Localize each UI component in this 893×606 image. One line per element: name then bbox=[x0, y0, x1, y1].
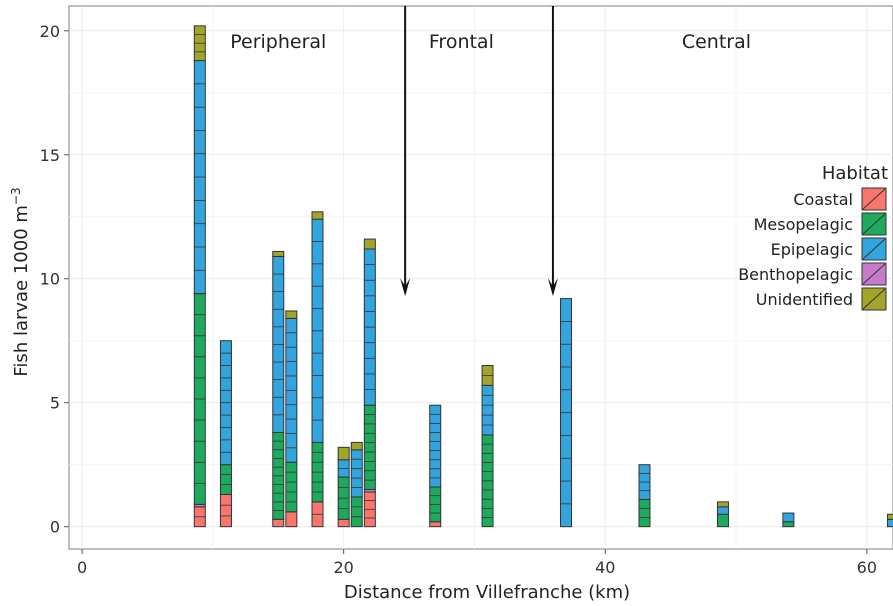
legend-key-slash bbox=[862, 238, 886, 260]
y-tick-label: 10 bbox=[40, 270, 60, 289]
station-bar bbox=[429, 404, 442, 528]
x-axis-title: Distance from Villefranche (km) bbox=[344, 582, 630, 603]
legend-label: Unidentified bbox=[756, 290, 853, 309]
legend-label: Mesopelagic bbox=[754, 215, 853, 234]
station-bar bbox=[481, 365, 494, 528]
bar-segment-unidentified bbox=[716, 501, 729, 508]
y-tick-label: 5 bbox=[50, 394, 60, 413]
plot-panel bbox=[68, 5, 893, 550]
legend-key-slash bbox=[862, 288, 886, 310]
bar-segment-unidentified bbox=[337, 446, 350, 461]
zone-labels: Peripheral Frontal Central bbox=[230, 31, 751, 53]
station-bar bbox=[638, 464, 651, 528]
legend-key-slash bbox=[862, 213, 886, 235]
legend-key-slash bbox=[862, 263, 886, 285]
x-axis-ticks: 0 20 40 60 bbox=[77, 549, 877, 577]
legend-label: Coastal bbox=[793, 190, 853, 209]
y-axis-ticks: 0 5 10 15 20 bbox=[40, 22, 69, 537]
bar-segment-epipelagic bbox=[481, 384, 494, 436]
bar-segment-coastal bbox=[429, 521, 442, 528]
grid-lines bbox=[69, 6, 893, 549]
legend: Habitat Coastal Mesopelagic Epipelagic Bent… bbox=[738, 163, 888, 311]
arrows bbox=[400, 6, 558, 297]
bar-segment-mesopelagic bbox=[716, 513, 729, 528]
station-bar bbox=[782, 512, 795, 528]
bar-segment-epipelagic bbox=[350, 449, 363, 498]
y-tick-label: 20 bbox=[40, 22, 60, 41]
bar-segment-coastal bbox=[219, 493, 232, 528]
station-bar bbox=[363, 238, 376, 528]
y-axis-title: Fish larvae 1000 m−3 bbox=[9, 187, 32, 376]
bar-segment-epipelagic bbox=[716, 506, 729, 515]
y-tick-label: 0 bbox=[50, 518, 60, 537]
legend-label: Benthopelagic bbox=[738, 265, 853, 284]
legend-key-slash bbox=[862, 188, 886, 210]
bar-segment-unidentified bbox=[887, 513, 893, 520]
station-bar bbox=[272, 250, 285, 528]
x-tick-label: 20 bbox=[333, 558, 353, 577]
station-bar bbox=[350, 441, 363, 528]
x-tick-label: 40 bbox=[595, 558, 615, 577]
zone-label: Frontal bbox=[429, 31, 494, 53]
station-bar bbox=[716, 501, 729, 528]
station-bar bbox=[887, 513, 893, 528]
station-bar bbox=[337, 446, 350, 528]
bar-segment-mesopelagic bbox=[638, 498, 651, 528]
legend-title: Habitat bbox=[822, 163, 888, 184]
bar-segment-mesopelagic bbox=[285, 461, 298, 513]
zone-label: Peripheral bbox=[230, 31, 326, 53]
bar-segment-mesopelagic bbox=[363, 404, 376, 490]
bar-segment-unidentified bbox=[311, 211, 324, 220]
bar-segment-unidentified bbox=[285, 310, 298, 319]
station-bar bbox=[193, 25, 206, 528]
bar-segment-unidentified bbox=[272, 250, 285, 257]
station-bar bbox=[311, 211, 324, 528]
bar-segment-unidentified bbox=[350, 441, 363, 451]
bar-segment-coastal bbox=[285, 511, 298, 528]
bar-segment-epipelagic bbox=[782, 512, 795, 523]
x-tick-label: 60 bbox=[857, 558, 877, 577]
bar-segment-epipelagic bbox=[429, 404, 442, 488]
station-bar bbox=[560, 298, 573, 528]
bars bbox=[193, 25, 893, 528]
y-tick-label: 15 bbox=[40, 146, 60, 165]
legend-label: Epipelagic bbox=[771, 240, 853, 259]
station-bar bbox=[285, 310, 298, 528]
front-arrow-head bbox=[400, 278, 411, 297]
bar-segment-mesopelagic bbox=[350, 496, 363, 528]
front-arrow-head bbox=[547, 278, 558, 297]
station-bar bbox=[219, 340, 232, 528]
bar-segment-mesopelagic bbox=[782, 521, 795, 528]
bar-segment-unidentified bbox=[363, 238, 376, 250]
x-tick-label: 0 bbox=[77, 558, 87, 577]
zone-label: Central bbox=[682, 31, 751, 53]
bar-segment-epipelagic bbox=[887, 518, 893, 528]
bar-segment-coastal bbox=[337, 518, 350, 528]
bar-segment-coastal bbox=[272, 518, 285, 528]
bar-segment-mesopelagic bbox=[219, 464, 232, 495]
